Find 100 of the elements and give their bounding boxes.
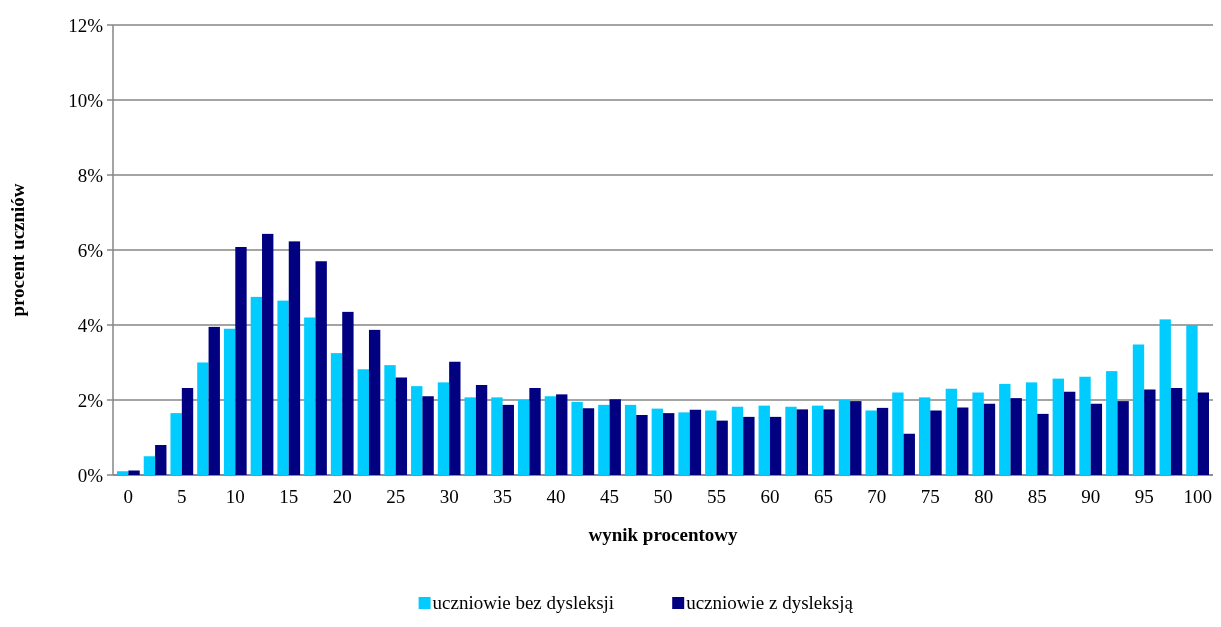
bar [304, 317, 316, 475]
bar [288, 241, 301, 475]
bar [876, 407, 889, 475]
legend-label: uczniowie bez dysleksji [432, 592, 615, 613]
bar [1159, 319, 1171, 475]
bar [1079, 376, 1091, 475]
bar [475, 385, 488, 475]
x-tick-label: 10 [225, 486, 245, 507]
x-tick-label: 100 [1183, 486, 1212, 507]
bar [1037, 413, 1049, 475]
bar [208, 326, 220, 475]
bar [1052, 378, 1064, 475]
y-tick-label: 2% [77, 389, 104, 411]
bar [315, 261, 327, 475]
bar [716, 420, 728, 475]
x-tick-label: 90 [1081, 486, 1101, 507]
bar [983, 403, 996, 475]
bar [143, 456, 156, 475]
bar [796, 409, 809, 475]
bar [678, 412, 690, 475]
bar [128, 470, 140, 475]
bar [368, 329, 381, 475]
bar [1106, 371, 1118, 475]
bar [544, 396, 557, 475]
y-tick-label: 0% [77, 464, 104, 486]
y-tick-label: 12% [68, 14, 104, 36]
x-tick-label: 45 [600, 486, 620, 507]
x-axis-title: wynik procentowy [588, 524, 739, 545]
x-tick-label: 95 [1134, 486, 1154, 507]
x-tick-label: 70 [867, 486, 887, 507]
bar [1197, 392, 1209, 475]
bar [850, 401, 862, 475]
x-tick-label: 0 [123, 486, 134, 507]
bar [1170, 388, 1183, 475]
x-tick-label: 75 [920, 486, 940, 507]
x-tick-label: 50 [653, 486, 673, 507]
bar [636, 415, 648, 475]
x-tick-label: 80 [974, 486, 994, 507]
x-tick-label: 85 [1027, 486, 1047, 507]
legend-label: uczniowie z dysleksją [686, 592, 854, 613]
bar [903, 433, 915, 475]
bar [517, 400, 530, 475]
bar [731, 406, 744, 475]
bar [556, 394, 568, 475]
bar [785, 406, 797, 475]
bar [422, 396, 434, 475]
x-tick-label: 25 [386, 486, 406, 507]
bar [277, 300, 289, 475]
bar [464, 397, 476, 475]
bar [972, 392, 984, 475]
bar [449, 361, 461, 475]
bar [1132, 344, 1145, 475]
x-tick-label: 55 [706, 486, 726, 507]
bar [170, 413, 182, 475]
x-tick-label: 15 [279, 486, 299, 507]
bar [1063, 391, 1076, 475]
x-tick-label: 35 [493, 486, 513, 507]
bar [609, 399, 621, 475]
bar [384, 365, 396, 475]
bar [705, 410, 717, 475]
bar [491, 397, 503, 475]
bar [181, 388, 194, 475]
bar [411, 386, 423, 475]
bar [930, 410, 942, 475]
bar [342, 311, 354, 475]
bar [1186, 325, 1198, 475]
bar [651, 408, 663, 475]
x-tick-label: 60 [760, 486, 780, 507]
bar [769, 416, 782, 475]
bar [865, 410, 877, 475]
y-axis-title: procent uczniów [7, 183, 28, 317]
bar [529, 388, 541, 475]
bar [598, 404, 610, 475]
bar [1090, 403, 1103, 475]
bar [437, 382, 450, 475]
bar [624, 404, 637, 475]
bar [892, 392, 904, 475]
bar [945, 388, 958, 475]
bar [1010, 398, 1022, 475]
bar [235, 247, 247, 475]
bar [957, 407, 969, 475]
bar [582, 408, 595, 475]
bar [812, 405, 824, 475]
bar [155, 445, 167, 475]
bar [823, 409, 835, 475]
bar [262, 233, 274, 475]
bar [223, 328, 236, 475]
y-tick-label: 6% [77, 239, 104, 261]
y-tick-label: 10% [68, 89, 104, 111]
bar [117, 471, 129, 475]
x-tick-label: 5 [177, 486, 187, 507]
bar [838, 400, 851, 475]
y-tick-label: 4% [77, 314, 104, 336]
x-tick-label: 20 [332, 486, 352, 507]
bar [689, 409, 702, 475]
x-tick-label: 30 [439, 486, 459, 507]
x-tick-label: 40 [546, 486, 566, 507]
bar [1025, 382, 1038, 475]
bar [1144, 389, 1156, 475]
bar [395, 377, 408, 475]
